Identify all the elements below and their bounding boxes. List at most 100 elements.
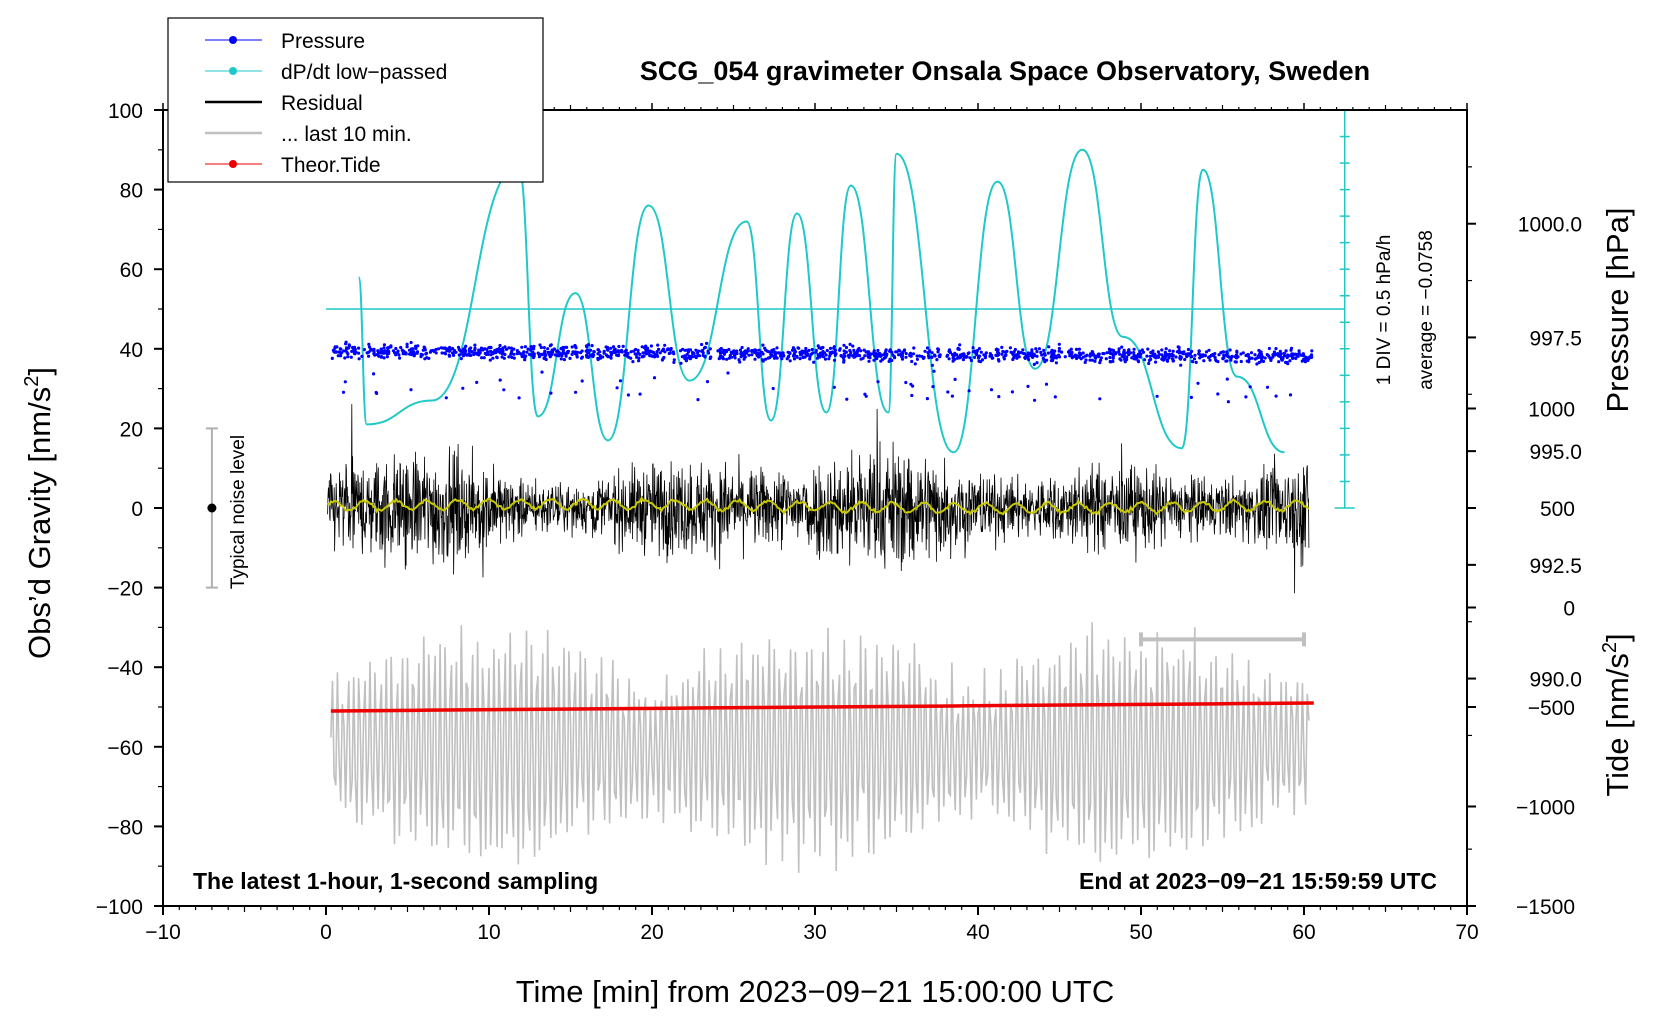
pressure-point <box>391 349 395 353</box>
pressure-point <box>376 351 380 355</box>
pressure-point <box>1202 359 1206 363</box>
pressure-point <box>598 354 602 358</box>
pressure-point <box>799 353 803 357</box>
x-tick-label: 20 <box>640 921 663 944</box>
pressure-point <box>655 350 659 354</box>
pressure-point <box>658 351 662 355</box>
pressure-point <box>948 350 952 354</box>
pressure-point <box>528 352 532 357</box>
pressure-point <box>623 349 627 353</box>
pressure-point <box>755 353 759 357</box>
pressure-point <box>580 379 584 383</box>
pressure-point <box>848 342 852 346</box>
pressure-point <box>1046 351 1050 355</box>
pressure-point <box>1051 358 1055 363</box>
pressure-point <box>1303 360 1307 364</box>
pressure-point <box>956 346 960 350</box>
pressure-point <box>1156 350 1160 354</box>
pressure-point <box>532 354 536 358</box>
pressure-point <box>960 354 964 358</box>
pressure-point <box>1297 349 1301 353</box>
pressure-point <box>539 345 543 350</box>
pressure-point <box>775 346 779 350</box>
pressure-point <box>404 352 408 356</box>
pressure-point <box>977 354 981 359</box>
pressure-point <box>512 352 516 356</box>
pressure-point <box>686 348 691 352</box>
pressure-point <box>1274 394 1278 398</box>
pressure-point <box>1216 392 1220 396</box>
pressure-tick-label: 995.0 <box>1529 441 1582 464</box>
legend-label: Residual <box>281 92 363 115</box>
pressure-point <box>761 359 765 363</box>
pressure-point <box>1147 358 1151 362</box>
legend-box <box>167 17 544 183</box>
legend-label: Theor.Tide <box>281 154 381 177</box>
pressure-point <box>1137 352 1141 356</box>
pressure-point <box>777 351 781 355</box>
pressure-point <box>897 353 901 357</box>
pressure-point <box>844 345 849 350</box>
pressure-point <box>379 351 384 355</box>
pressure-point <box>1105 351 1109 355</box>
pressure-point <box>967 389 971 393</box>
pressure-point <box>694 355 698 360</box>
pressure-point <box>901 350 905 354</box>
pressure-point <box>1260 355 1264 359</box>
pressure-point <box>523 358 527 362</box>
pressure-point <box>596 348 600 352</box>
pressure-point <box>376 349 380 353</box>
pressure-point <box>1123 351 1127 355</box>
pressure-point <box>857 346 861 351</box>
legend-label: ... last 10 min. <box>281 123 412 146</box>
pressure-point <box>504 347 509 351</box>
pressure-point <box>872 358 876 362</box>
pressure-point <box>1208 358 1212 362</box>
pressure-point <box>925 346 930 350</box>
pressure-point <box>537 355 542 359</box>
pressure-point <box>341 390 346 394</box>
pressure-point <box>828 346 833 350</box>
pressure-point <box>862 348 866 352</box>
pressure-point <box>1297 351 1301 356</box>
pressure-point <box>1108 355 1112 360</box>
pressure-point <box>979 350 983 354</box>
pressure-point <box>632 349 636 353</box>
pressure-point <box>1109 360 1113 364</box>
pressure-point <box>930 355 934 359</box>
pressure-point <box>372 372 376 376</box>
pressure-point <box>843 354 847 358</box>
pressure-point <box>863 354 867 358</box>
pressure-point <box>996 358 1001 362</box>
pressure-point <box>838 348 842 352</box>
pressure-point <box>647 350 651 355</box>
pressure-point <box>437 347 441 351</box>
pressure-point <box>966 351 970 356</box>
pressure-point <box>475 380 479 384</box>
pressure-point <box>517 350 521 354</box>
pressure-point <box>559 357 563 361</box>
pressure-point <box>965 355 969 359</box>
pressure-point <box>911 384 915 388</box>
y-tick-label: −60 <box>107 737 143 760</box>
pressure-point <box>890 350 894 354</box>
pressure-point <box>821 355 826 359</box>
series-last-10-min <box>330 622 1310 873</box>
y-axis-title: Obs’d Gravity [nm/s2] <box>21 367 57 659</box>
pressure-point <box>1167 356 1171 360</box>
pressure-point <box>1098 397 1102 401</box>
pressure-point <box>801 349 805 353</box>
pressure-point <box>1035 350 1039 354</box>
pressure-point <box>561 349 565 353</box>
pressure-point <box>1235 356 1239 360</box>
pressure-point <box>571 350 575 354</box>
pressure-point <box>336 354 340 358</box>
pressure-point <box>930 363 935 367</box>
pressure-point <box>1289 346 1294 350</box>
pressure-point <box>483 351 487 356</box>
pressure-point <box>1073 354 1077 358</box>
x-tick-label: 60 <box>1292 921 1315 944</box>
pressure-point <box>565 350 570 354</box>
pressure-point <box>335 345 339 349</box>
pressure-point <box>467 353 471 357</box>
